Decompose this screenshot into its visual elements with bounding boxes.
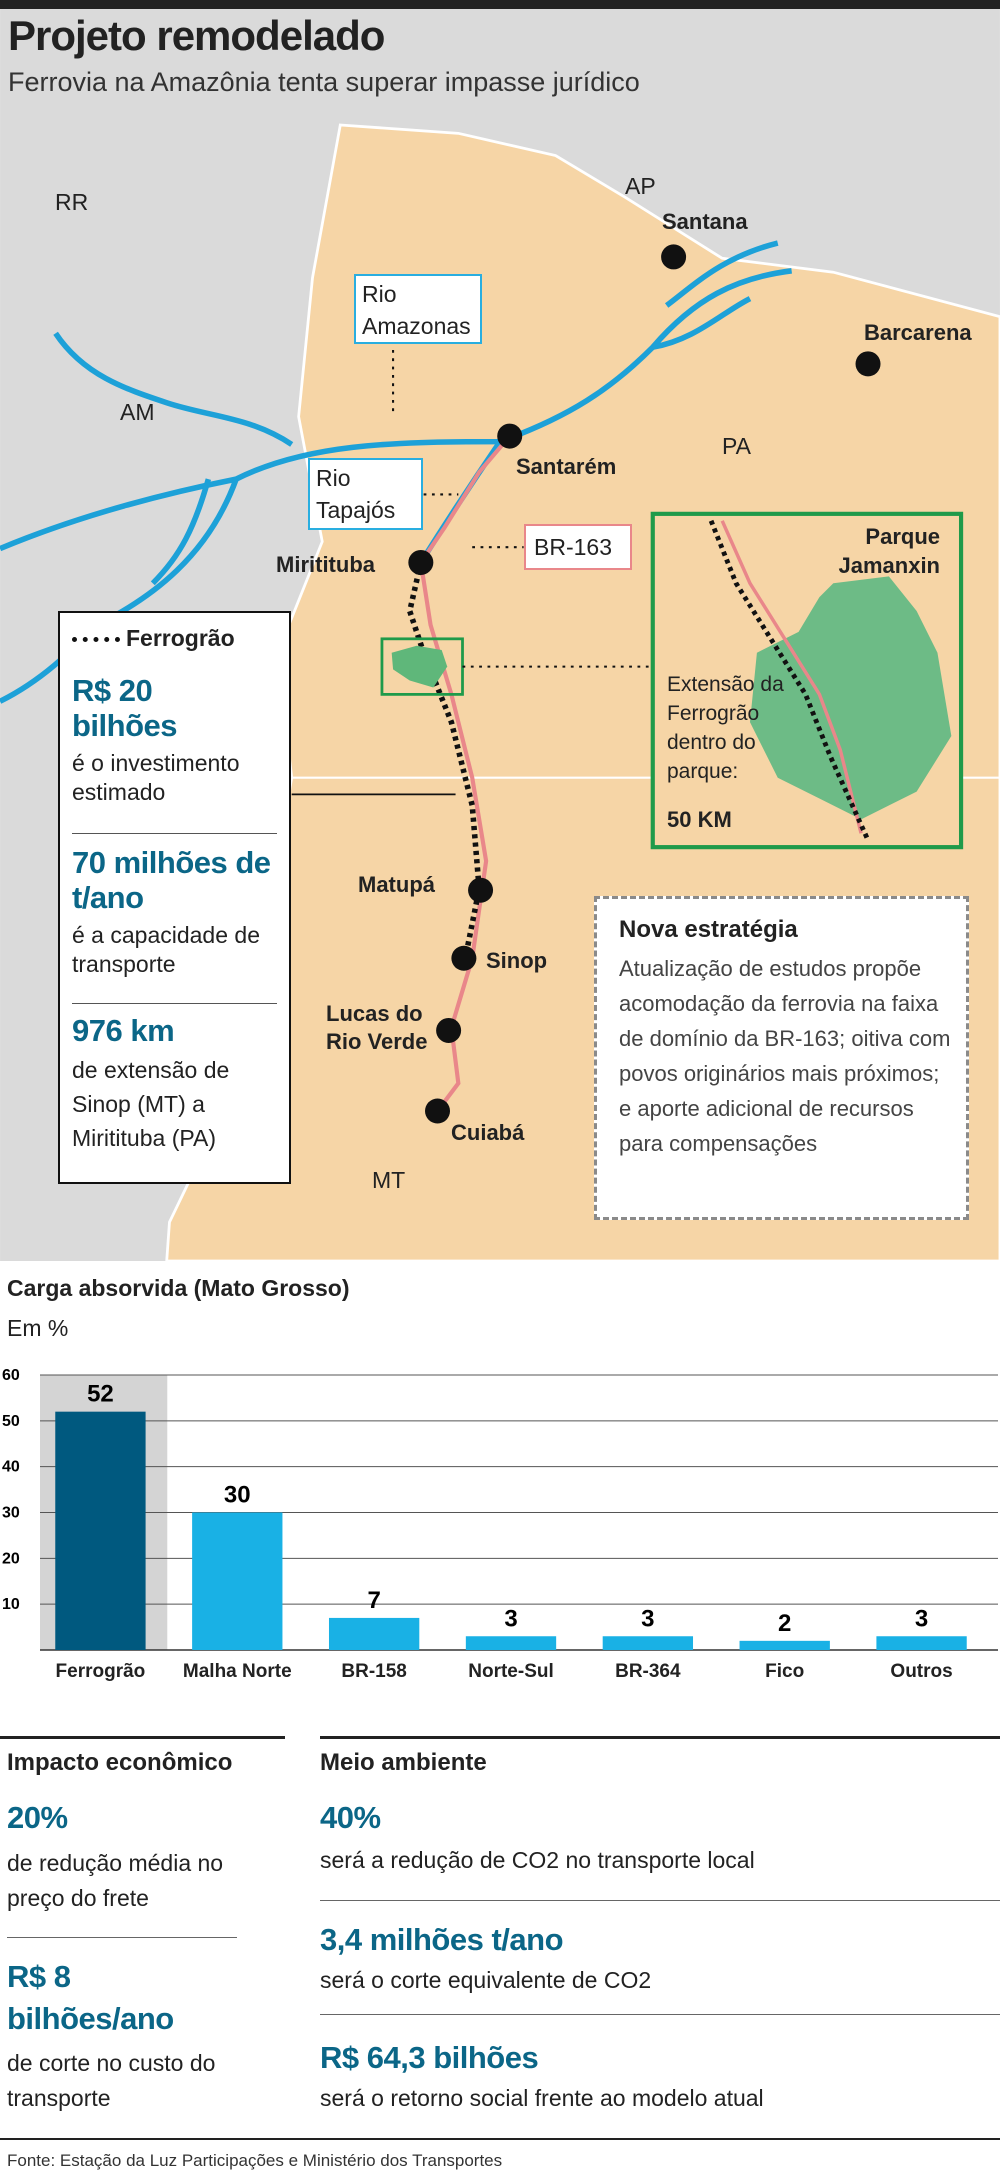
divider (320, 1900, 1000, 1901)
city-label: Sinop (486, 948, 548, 973)
bar-chart: 10 20 30 40 50 60 52 30 7 3 3 2 3 (2, 1367, 998, 1651)
y-tick-label: 30 (2, 1505, 20, 1522)
strategy-text: Atualização de estudos propõe acomodação… (619, 956, 951, 1156)
bar (602, 1636, 694, 1650)
city-label: Miritituba (276, 552, 375, 577)
stat-text: será o retorno social frente ao modelo a… (320, 2085, 764, 2111)
highway-label: BR-163 (524, 524, 632, 570)
bottom-rule (0, 2138, 1000, 2140)
section-title: Impacto econômico (7, 1749, 233, 1776)
city-label: Santana (662, 209, 748, 234)
divider (72, 833, 277, 834)
divider (7, 1937, 237, 1938)
stat-value: R$ 20 bilhões (72, 673, 178, 743)
chart-title: Carga absorvida (Mato Grosso) (7, 1275, 350, 1301)
top-rule (0, 0, 1000, 9)
stat-value: 70 milhões de t/ano (72, 845, 271, 915)
stat-text: de extensão de Sinop (MT) a Miritituba (… (72, 1057, 230, 1151)
stat-value: R$ 8 bilhões/ano (7, 1959, 174, 2036)
stat-value: 3,4 milhões t/ano (320, 1922, 564, 1957)
y-tick-label: 20 (2, 1550, 20, 1567)
strategy-box: Nova estratégia Atualização de estudos p… (594, 896, 969, 1220)
bar (328, 1617, 420, 1650)
y-tick-label: 40 (2, 1459, 20, 1476)
stat-value: R$ 64,3 bilhões (320, 2040, 539, 2075)
river-label: Rio Amazonas (354, 274, 482, 344)
x-tick-label: Fico (765, 1661, 805, 1682)
value-label: 7 (367, 1587, 380, 1614)
bar (55, 1411, 146, 1650)
stat-value: 40% (320, 1800, 381, 1835)
city-label: Barcarena (864, 320, 972, 345)
divider (320, 2014, 1000, 2015)
state-label: RR (55, 189, 89, 215)
inset-park (749, 576, 952, 820)
value-label: 3 (641, 1605, 654, 1632)
x-tick-label: BR-364 (615, 1661, 681, 1682)
inset-length: 50 KM (667, 807, 732, 832)
connectors (392, 349, 653, 668)
bar (192, 1512, 283, 1650)
infobox: Ferrogrão R$ 20 bilhões é o investimento… (58, 611, 291, 1184)
inset-highway (720, 520, 863, 834)
inset-note: Extensão da Ferrogrão dentro do parque: (667, 673, 784, 783)
railway-route (406, 561, 482, 959)
x-tick-label: BR-158 (341, 1661, 407, 1682)
divider (72, 1003, 277, 1004)
city-label: Matupá (358, 872, 435, 897)
stat-value: 20% (7, 1800, 68, 1835)
stat-text: de redução média no preço do frete (7, 1850, 224, 1911)
city-label: Santarém (516, 454, 617, 479)
city-label: Cuiabá (451, 1120, 525, 1145)
stat-text: é a capacidade de transporte (72, 922, 260, 977)
section-title: Meio ambiente (320, 1749, 487, 1776)
park-shape (391, 645, 448, 688)
x-tick-label: Norte-Sul (468, 1661, 554, 1682)
value-label: 3 (915, 1605, 928, 1632)
state-label: MT (372, 1167, 406, 1193)
y-tick-label: 10 (2, 1596, 20, 1613)
source: Fonte: Estação da Luz Participações e Mi… (7, 2151, 503, 2170)
value-label: 3 (504, 1605, 517, 1632)
stat-text: será o corte equivalente de CO2 (320, 1967, 652, 1993)
stat-text: é o investimento estimado (72, 750, 240, 805)
section-rule (0, 1736, 285, 1739)
title: Projeto remodelado (8, 12, 385, 59)
bar (465, 1636, 557, 1650)
river-label: Rio Tapajós (308, 458, 423, 530)
strategy-title: Nova estratégia (619, 916, 798, 943)
legend-swatch (72, 637, 120, 642)
stat-text: será a redução de CO2 no transporte loca… (320, 1847, 755, 1873)
state-label: AP (625, 173, 656, 199)
value-label: 2 (778, 1610, 791, 1637)
city-dots (408, 244, 881, 1124)
bar (876, 1636, 967, 1650)
x-tick-label: Outros (890, 1661, 953, 1682)
x-tick-label: Malha Norte (182, 1661, 292, 1682)
stat-text: de corte no custo do transporte (7, 2050, 216, 2111)
value-label: 52 (87, 1381, 114, 1408)
x-tick-label: Ferrogrão (55, 1661, 146, 1682)
value-label: 30 (224, 1482, 251, 1509)
y-tick-label: 60 (2, 1367, 20, 1384)
chart-subtitle: Em % (7, 1315, 69, 1341)
section-rule (320, 1736, 1000, 1739)
state-label: PA (722, 433, 751, 459)
stat-value: 976 km (72, 1013, 175, 1048)
state-label: AM (120, 399, 155, 425)
legend-label: Ferrogrão (126, 625, 235, 651)
subtitle: Ferrovia na Amazônia tenta superar impas… (8, 67, 640, 97)
y-tick-label: 50 (2, 1413, 20, 1430)
inset-title: Parque Jamanxin (838, 524, 941, 578)
bar (739, 1640, 830, 1650)
city-label: Lucas do Rio Verde (326, 1001, 428, 1054)
